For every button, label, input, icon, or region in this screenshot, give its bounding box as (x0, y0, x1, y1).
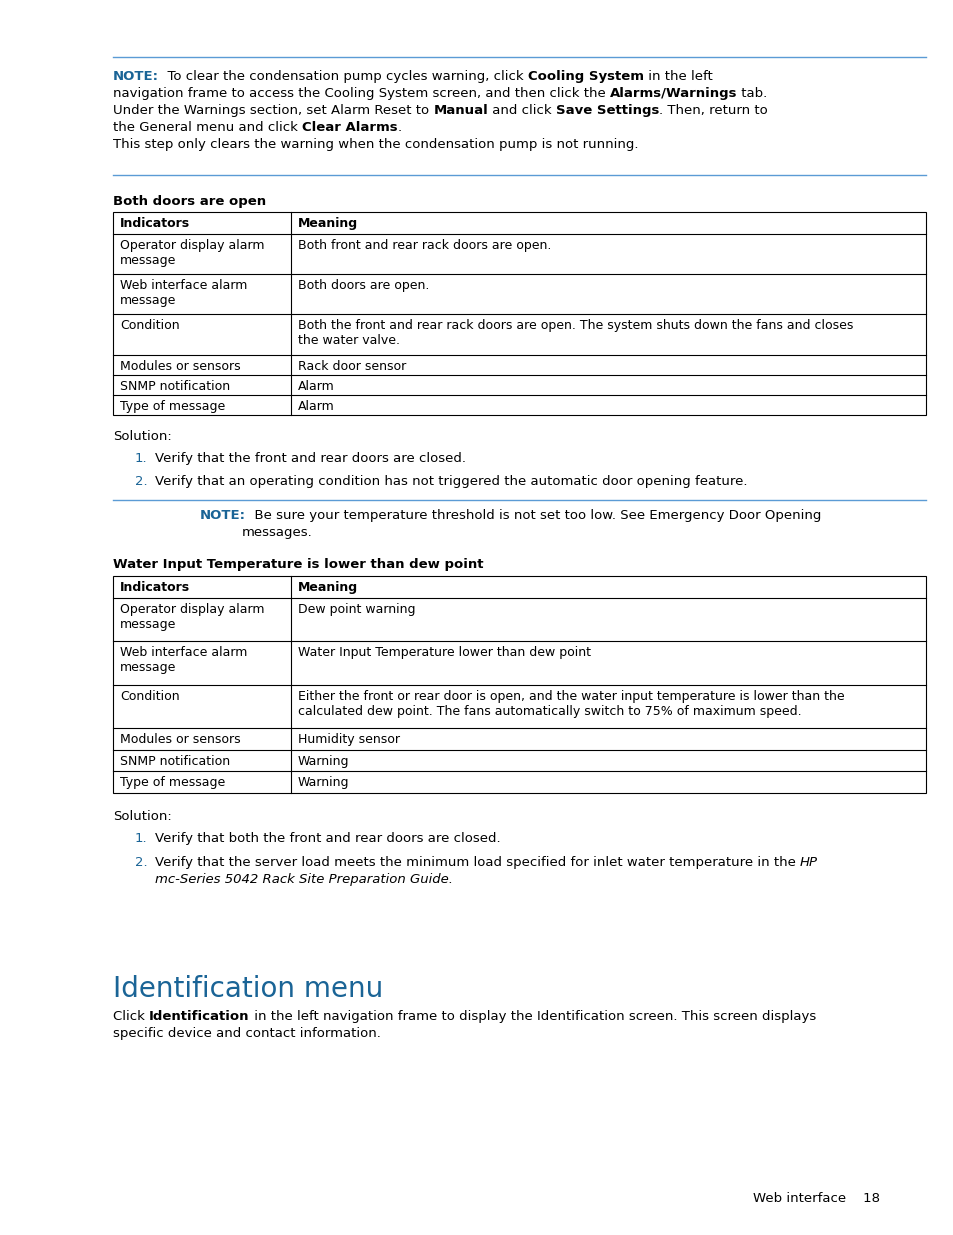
Text: tab.: tab. (737, 86, 767, 100)
Bar (112, 576, 925, 793)
Text: Solution:: Solution: (112, 430, 172, 443)
Text: Type of message: Type of message (120, 777, 225, 789)
Text: specific device and contact information.: specific device and contact information. (112, 1028, 380, 1040)
Text: Modules or sensors: Modules or sensors (120, 734, 240, 746)
Text: the General menu and click: the General menu and click (112, 121, 302, 135)
Text: Alarm: Alarm (297, 380, 335, 393)
Text: Clear Alarms: Clear Alarms (302, 121, 397, 135)
Text: Warning: Warning (297, 777, 349, 789)
Text: Both the front and rear rack doors are open. The system shuts down the fans and : Both the front and rear rack doors are o… (297, 320, 853, 347)
Text: SNMP notification: SNMP notification (120, 755, 230, 768)
Text: 2.: 2. (135, 856, 148, 869)
Text: Both doors are open.: Both doors are open. (297, 279, 429, 293)
Text: Click: Click (112, 1010, 149, 1023)
Text: 2.: 2. (135, 475, 148, 488)
Text: NOTE:: NOTE: (200, 509, 246, 522)
Text: Verify that both the front and rear doors are closed.: Verify that both the front and rear door… (154, 832, 500, 845)
Text: NOTE:: NOTE: (112, 70, 159, 83)
Text: Condition: Condition (120, 689, 179, 703)
Text: Alarms/Warnings: Alarms/Warnings (609, 86, 737, 100)
Text: Operator display alarm
message: Operator display alarm message (120, 240, 264, 267)
Text: .: . (397, 121, 401, 135)
Text: Humidity sensor: Humidity sensor (297, 734, 399, 746)
Text: Web interface alarm
message: Web interface alarm message (120, 646, 247, 674)
Text: 1.: 1. (135, 452, 148, 466)
Text: Identification menu: Identification menu (112, 974, 383, 1003)
Text: Indicators: Indicators (120, 580, 190, 594)
Text: navigation frame to access the Cooling System screen, and then click the: navigation frame to access the Cooling S… (112, 86, 609, 100)
Text: Solution:: Solution: (112, 810, 172, 823)
Text: Cooling System: Cooling System (527, 70, 643, 83)
Text: Verify that an operating condition has not triggered the automatic door opening : Verify that an operating condition has n… (154, 475, 747, 488)
Text: in the left navigation frame to display the Identification screen. This screen d: in the left navigation frame to display … (250, 1010, 815, 1023)
Text: Be sure your temperature threshold is not set too low. See Emergency Door Openin: Be sure your temperature threshold is no… (246, 509, 821, 522)
Text: Both doors are open: Both doors are open (112, 195, 266, 207)
Text: Manual: Manual (433, 104, 488, 117)
Text: Both front and rear rack doors are open.: Both front and rear rack doors are open. (297, 240, 551, 252)
Text: . Then, return to: . Then, return to (659, 104, 767, 117)
Text: 1.: 1. (135, 832, 148, 845)
Text: mc-Series 5042 Rack Site Preparation Guide.: mc-Series 5042 Rack Site Preparation Gui… (154, 873, 453, 885)
Text: HP: HP (800, 856, 818, 869)
Text: Web interface    18: Web interface 18 (752, 1192, 879, 1205)
Text: This step only clears the warning when the condensation pump is not running.: This step only clears the warning when t… (112, 138, 638, 151)
Text: Identification: Identification (149, 1010, 250, 1023)
Text: Either the front or rear door is open, and the water input temperature is lower : Either the front or rear door is open, a… (297, 689, 843, 718)
Text: Type of message: Type of message (120, 400, 225, 412)
Text: and click: and click (488, 104, 556, 117)
Text: Web interface alarm
message: Web interface alarm message (120, 279, 247, 308)
Text: SNMP notification: SNMP notification (120, 380, 230, 393)
Text: Save Settings: Save Settings (556, 104, 659, 117)
Text: Alarm: Alarm (297, 400, 335, 412)
Text: Water Input Temperature is lower than dew point: Water Input Temperature is lower than de… (112, 558, 483, 571)
Text: Under the Warnings section, set Alarm Reset to: Under the Warnings section, set Alarm Re… (112, 104, 433, 117)
Text: Warning: Warning (297, 755, 349, 768)
Text: Condition: Condition (120, 320, 179, 332)
Text: Meaning: Meaning (297, 580, 357, 594)
Text: Operator display alarm
message: Operator display alarm message (120, 603, 264, 631)
Bar (112, 212, 925, 415)
Text: Verify that the front and rear doors are closed.: Verify that the front and rear doors are… (154, 452, 465, 466)
Text: Indicators: Indicators (120, 217, 190, 230)
Text: Rack door sensor: Rack door sensor (297, 359, 406, 373)
Text: Water Input Temperature lower than dew point: Water Input Temperature lower than dew p… (297, 646, 590, 659)
Text: To clear the condensation pump cycles warning, click: To clear the condensation pump cycles wa… (159, 70, 527, 83)
Text: messages.: messages. (242, 526, 313, 538)
Text: Verify that the server load meets the minimum load specified for inlet water tem: Verify that the server load meets the mi… (154, 856, 800, 869)
Text: in the left: in the left (643, 70, 712, 83)
Text: Modules or sensors: Modules or sensors (120, 359, 240, 373)
Text: Meaning: Meaning (297, 217, 357, 230)
Text: Dew point warning: Dew point warning (297, 603, 416, 616)
